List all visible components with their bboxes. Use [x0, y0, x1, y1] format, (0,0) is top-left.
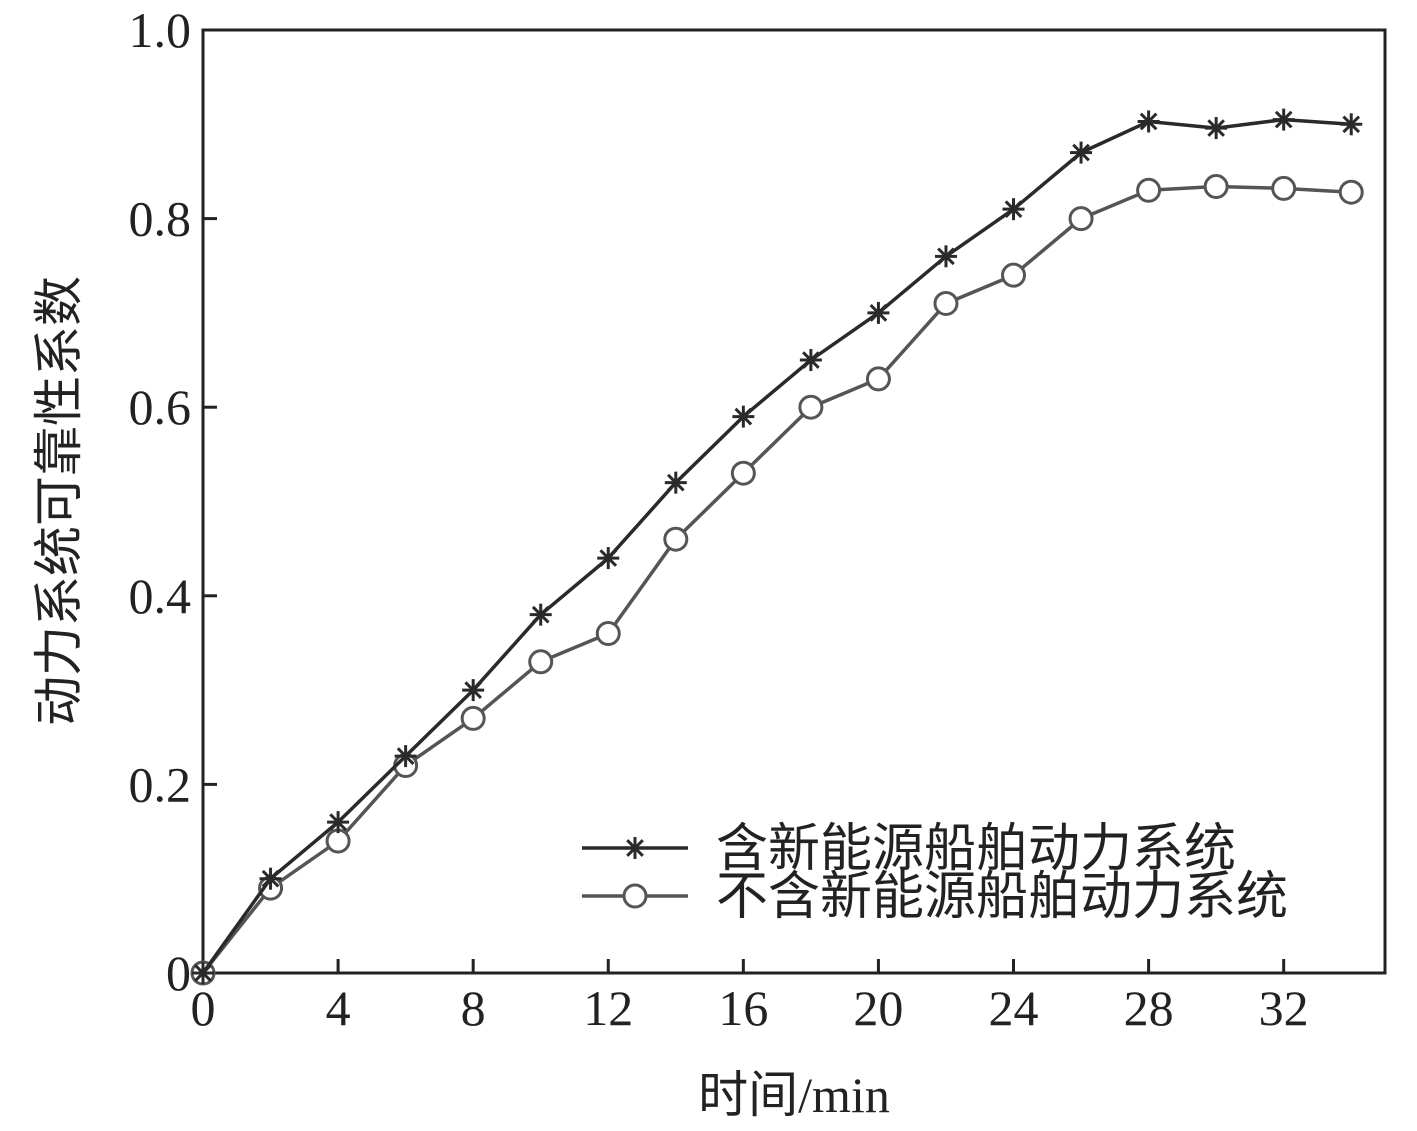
y-tick-label: 0.6 [129, 379, 192, 435]
legend-label: 不含新能源船舶动力系统 [716, 869, 1288, 926]
x-tick-label: 24 [989, 980, 1039, 1036]
plot-frame [201, 28, 1387, 975]
asterisk-marker [1340, 113, 1363, 136]
circle-marker [663, 526, 689, 552]
series-layer [190, 108, 1364, 986]
asterisk-marker [394, 745, 417, 768]
y-tick-label: 0 [166, 945, 191, 1001]
circle-marker [933, 290, 959, 316]
x-tick-label: 0 [191, 980, 216, 1036]
circle-marker [798, 394, 824, 420]
circle-marker [1136, 177, 1162, 203]
legend-label: 含新能源船舶动力系统 [716, 821, 1236, 878]
y-axis-label: 动力系统可靠性系数 [31, 276, 87, 726]
legend-item-1: 含新能源船舶动力系统 [582, 821, 1236, 878]
x-tick-label: 16 [718, 980, 768, 1036]
circle-marker [1001, 262, 1027, 288]
y-tick-label: 0.4 [129, 568, 192, 624]
circle-marker [730, 460, 756, 486]
asterisk-marker [1002, 198, 1025, 221]
asterisk-marker [867, 301, 890, 324]
asterisk-marker [1205, 117, 1228, 140]
x-tick-label: 4 [326, 980, 351, 1036]
asterisk-marker [934, 245, 957, 268]
asterisk-marker [1137, 110, 1160, 133]
x-tick-label: 12 [583, 980, 633, 1036]
asterisk-marker [799, 349, 822, 372]
y-tick-label: 1.0 [129, 2, 192, 58]
circle-marker [528, 649, 554, 675]
asterisk-marker [259, 867, 282, 890]
asterisk-marker [1272, 108, 1295, 131]
x-tick-label: 8 [461, 980, 486, 1036]
circle-marker [325, 828, 351, 854]
circle-marker [1203, 174, 1229, 200]
circle-marker [1338, 179, 1364, 205]
y-tick-label: 0.2 [129, 756, 192, 812]
x-tick-label: 32 [1259, 980, 1309, 1036]
asterisk-marker [327, 811, 350, 834]
series-1 [192, 108, 1363, 984]
x-tick-label: 20 [853, 980, 903, 1036]
circle-marker [460, 705, 486, 731]
asterisk-marker [529, 603, 552, 626]
asterisk-marker [1070, 141, 1093, 164]
legend-circle-marker [622, 883, 648, 909]
asterisk-marker [192, 962, 214, 984]
circle-marker [1271, 175, 1297, 201]
axis-ticks: 0 4 8 12 16 20 24 28 32 0 0.2 0.4 0.6 0.8 1.0 [129, 2, 1309, 1036]
circle-marker [595, 621, 621, 647]
y-tick-label: 0.8 [129, 191, 192, 247]
series-2 [190, 174, 1364, 986]
series-line [201, 117, 1352, 975]
x-axis-label: 时间/min [698, 1067, 890, 1123]
asterisk-marker [597, 547, 620, 570]
legend-item-2: 不含新能源船舶动力系统 [582, 869, 1288, 926]
asterisk-marker [462, 679, 485, 702]
legend-asterisk-marker [624, 837, 646, 859]
circle-marker [865, 366, 891, 392]
x-tick-label: 28 [1124, 980, 1174, 1036]
asterisk-marker [664, 471, 687, 494]
asterisk-marker [732, 405, 755, 428]
circle-marker [1068, 206, 1094, 232]
